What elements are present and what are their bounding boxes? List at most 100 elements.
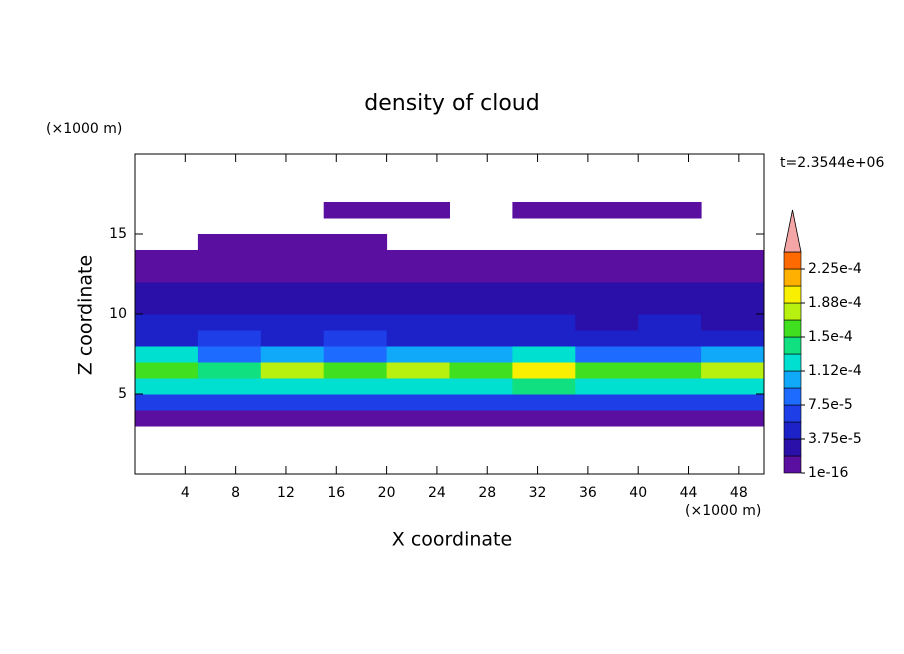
contour-cell	[197, 250, 262, 267]
contour-cell	[323, 330, 388, 347]
contour-cell	[701, 410, 765, 427]
contour-cell	[512, 282, 576, 299]
contour-cell	[638, 410, 702, 427]
contour-cell	[260, 298, 325, 315]
chart-title: density of cloud	[364, 91, 539, 116]
contour-cell	[260, 394, 325, 411]
contour-cell	[449, 298, 513, 315]
x-tick-label: 12	[277, 485, 295, 501]
contour-cell	[386, 250, 450, 267]
x-tick-label: 28	[478, 485, 496, 501]
x-tick-label: 16	[327, 485, 345, 501]
contour-cell	[386, 346, 450, 363]
contour-cell	[323, 394, 388, 411]
contour-cell	[449, 330, 513, 347]
contour-cell	[135, 346, 199, 363]
contour-cell	[512, 410, 576, 427]
contour-cell	[260, 330, 325, 347]
contour-cell	[323, 250, 388, 267]
contour-cell	[323, 378, 388, 395]
contour-cell	[575, 378, 639, 395]
colorbar-box	[783, 302, 802, 321]
x-unit: (×1000 m)	[685, 503, 761, 519]
contour-cell	[575, 250, 639, 267]
time-label: t=2.3544e+06	[780, 155, 884, 171]
contour-cell	[638, 330, 702, 347]
contour-cell	[197, 362, 262, 379]
contour-cell	[135, 362, 199, 379]
contour-cell	[323, 346, 388, 363]
contour-cell	[638, 314, 702, 331]
contour-cell	[260, 362, 325, 379]
contour-cell	[197, 394, 262, 411]
x-axis-label: X coordinate	[392, 529, 512, 551]
x-tick-label: 44	[680, 485, 698, 501]
contour-cell	[701, 362, 765, 379]
contour-cell	[638, 346, 702, 363]
x-tick-label: 36	[579, 485, 597, 501]
contour-cell	[323, 314, 388, 331]
contour-cell	[638, 202, 702, 219]
contour-cell	[135, 394, 199, 411]
contour-cell	[638, 282, 702, 299]
contour-cell	[575, 298, 639, 315]
x-tick-label: 48	[730, 485, 748, 501]
contour-cell	[197, 234, 262, 251]
contour-cell	[386, 314, 450, 331]
contour-cell	[512, 202, 576, 219]
colorbar-label: 1.88e-4	[808, 295, 862, 311]
x-tick-label: 4	[181, 485, 190, 501]
x-tick-label: 40	[629, 485, 647, 501]
contour-cell	[386, 266, 450, 283]
colorbar-extend	[783, 209, 802, 253]
colorbar-box	[783, 268, 802, 287]
contour-cell	[638, 378, 702, 395]
contour-cell	[575, 410, 639, 427]
contour-cell	[197, 378, 262, 395]
colorbar-box	[783, 404, 802, 423]
contour-cell	[701, 250, 765, 267]
colorbar-label: 2.25e-4	[808, 261, 862, 277]
contour-cell	[260, 314, 325, 331]
contour-cell	[575, 202, 639, 219]
contour-cell	[260, 234, 325, 251]
contour-cell	[449, 346, 513, 363]
colorbar-box	[783, 438, 802, 457]
contour-cell	[512, 250, 576, 267]
contour-cell	[449, 362, 513, 379]
contour-cell	[638, 298, 702, 315]
contour-cell	[638, 266, 702, 283]
y-tick-label: 5	[118, 386, 127, 402]
contour-cell	[323, 298, 388, 315]
contour-cell	[260, 266, 325, 283]
contour-cell	[638, 394, 702, 411]
contour-cell	[449, 266, 513, 283]
colorbar-box	[783, 353, 802, 372]
contour-cell	[701, 314, 765, 331]
contour-cell	[575, 394, 639, 411]
contour-cell	[323, 234, 388, 251]
contour-cell	[323, 282, 388, 299]
contour-cell	[386, 298, 450, 315]
colorbar-label: 1e-16	[808, 465, 848, 481]
contour-cell	[449, 378, 513, 395]
colorbar-box	[783, 285, 802, 304]
contour-cell	[701, 330, 765, 347]
contour-cell	[386, 330, 450, 347]
contour-cell	[135, 410, 199, 427]
contour-cell	[638, 250, 702, 267]
y-axis-label: Z coordinate	[75, 255, 97, 375]
contour-cell	[386, 282, 450, 299]
contour-cell	[260, 378, 325, 395]
contour-cell	[260, 282, 325, 299]
colorbar-box	[783, 421, 802, 440]
contour-cell	[197, 282, 262, 299]
contour-cell	[323, 202, 388, 219]
contour-cell	[260, 250, 325, 267]
x-tick-label: 8	[231, 485, 240, 501]
contour-cell	[323, 410, 388, 427]
contour-cell	[701, 298, 765, 315]
contour-cell	[512, 314, 576, 331]
contour-cell	[135, 298, 199, 315]
colorbar-label: 1.12e-4	[808, 363, 862, 379]
